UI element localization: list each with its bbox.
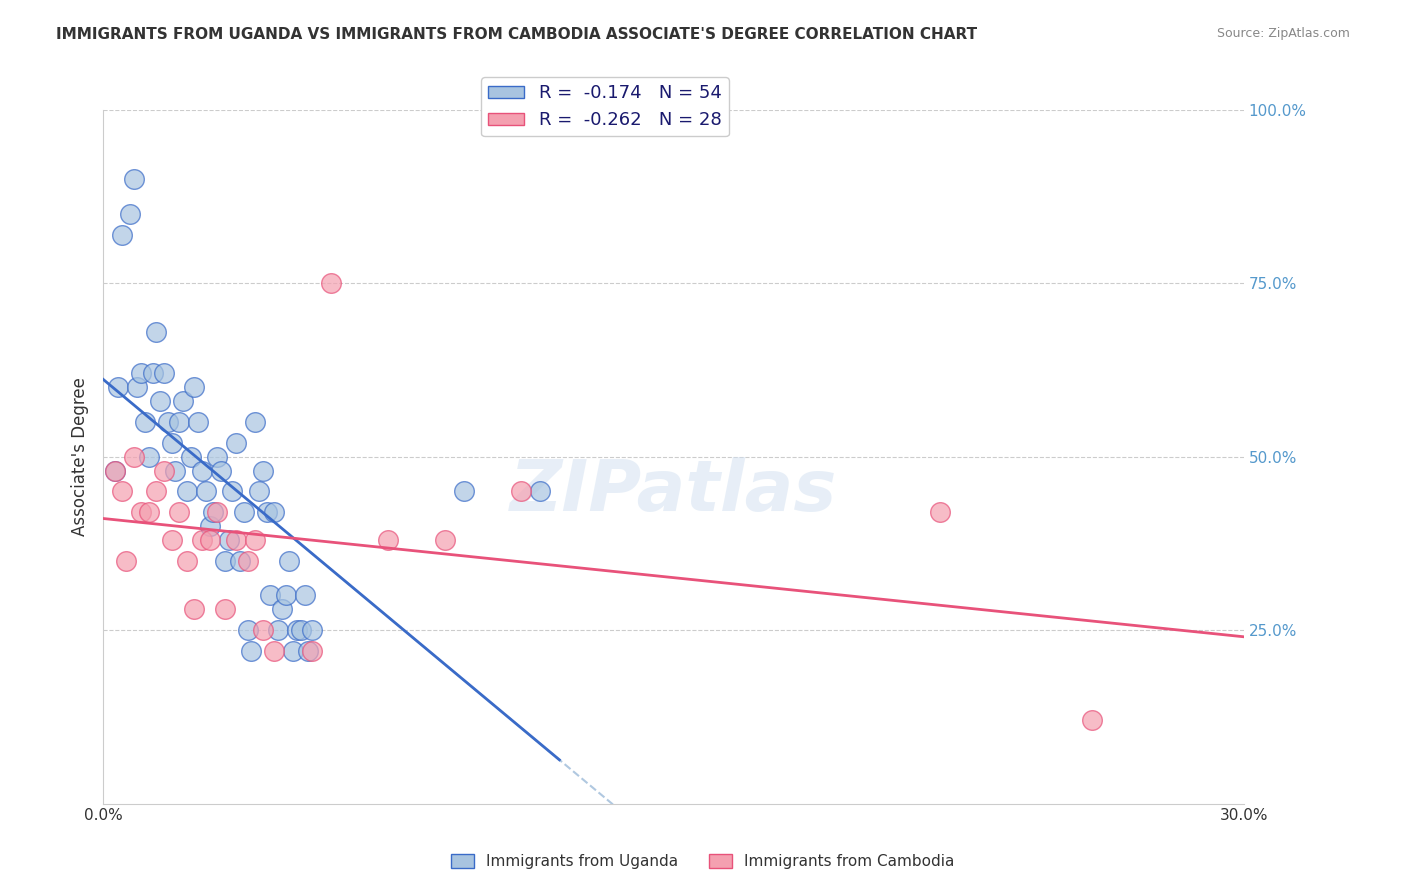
Point [153, 463, 176, 477]
Point [377, 533, 399, 547]
Point [165, 463, 187, 477]
Point [229, 554, 252, 568]
Y-axis label: Associate's Degree: Associate's Degree [72, 377, 89, 536]
Point [510, 484, 533, 499]
Point [127, 380, 149, 394]
Point [205, 450, 228, 464]
Point [129, 367, 152, 381]
Point [111, 484, 134, 499]
Point [183, 380, 205, 394]
Text: IMMIGRANTS FROM UGANDA VS IMMIGRANTS FROM CAMBODIA ASSOCIATE'S DEGREE CORRELATIO: IMMIGRANTS FROM UGANDA VS IMMIGRANTS FRO… [56, 27, 977, 42]
Point [107, 380, 129, 394]
Point [294, 589, 316, 603]
Point [214, 554, 236, 568]
Point [225, 435, 247, 450]
Point [198, 519, 221, 533]
Text: ZIPatlas: ZIPatlas [510, 457, 837, 525]
Legend: Immigrants from Uganda, Immigrants from Cambodia: Immigrants from Uganda, Immigrants from … [446, 848, 960, 875]
Point [274, 589, 297, 603]
Point [194, 484, 217, 499]
Point [191, 533, 214, 547]
Point [129, 505, 152, 519]
Point [138, 450, 160, 464]
Legend: R =  -0.174   N = 54, R =  -0.262   N = 28: R = -0.174 N = 54, R = -0.262 N = 28 [481, 77, 728, 136]
Point [245, 533, 267, 547]
Point [134, 415, 156, 429]
Point [176, 554, 198, 568]
Point [103, 463, 125, 477]
Point [198, 533, 221, 547]
Point [180, 450, 202, 464]
Point [321, 276, 343, 290]
Point [283, 644, 305, 658]
Point [191, 463, 214, 477]
Point [160, 533, 183, 547]
Point [225, 533, 247, 547]
Point [221, 484, 243, 499]
Point [153, 367, 176, 381]
Point [118, 207, 141, 221]
Point [236, 554, 259, 568]
Point [232, 505, 254, 519]
Point [297, 644, 319, 658]
Point [453, 484, 475, 499]
Point [1080, 714, 1102, 728]
Point [167, 415, 190, 429]
Point [103, 463, 125, 477]
Point [256, 505, 278, 519]
Point [214, 602, 236, 616]
Point [267, 623, 290, 637]
Point [115, 554, 138, 568]
Point [263, 505, 285, 519]
Point [529, 484, 551, 499]
Point [252, 463, 274, 477]
Point [142, 367, 165, 381]
Point [218, 533, 240, 547]
Point [263, 644, 285, 658]
Point [301, 623, 323, 637]
Point [928, 505, 950, 519]
Text: Source: ZipAtlas.com: Source: ZipAtlas.com [1216, 27, 1350, 40]
Point [240, 644, 263, 658]
Point [145, 325, 167, 339]
Point [111, 227, 134, 242]
Point [145, 484, 167, 499]
Point [301, 644, 323, 658]
Point [270, 602, 292, 616]
Point [160, 435, 183, 450]
Point [156, 415, 179, 429]
Point [236, 623, 259, 637]
Point [209, 463, 232, 477]
Point [187, 415, 209, 429]
Point [278, 554, 301, 568]
Point [245, 415, 267, 429]
Point [176, 484, 198, 499]
Point [259, 589, 281, 603]
Point [285, 623, 308, 637]
Point [252, 623, 274, 637]
Point [172, 394, 194, 409]
Point [138, 505, 160, 519]
Point [183, 602, 205, 616]
Point [290, 623, 312, 637]
Point [122, 450, 145, 464]
Point [122, 172, 145, 186]
Point [167, 505, 190, 519]
Point [149, 394, 172, 409]
Point [434, 533, 457, 547]
Point [247, 484, 270, 499]
Point [202, 505, 225, 519]
Point [205, 505, 228, 519]
